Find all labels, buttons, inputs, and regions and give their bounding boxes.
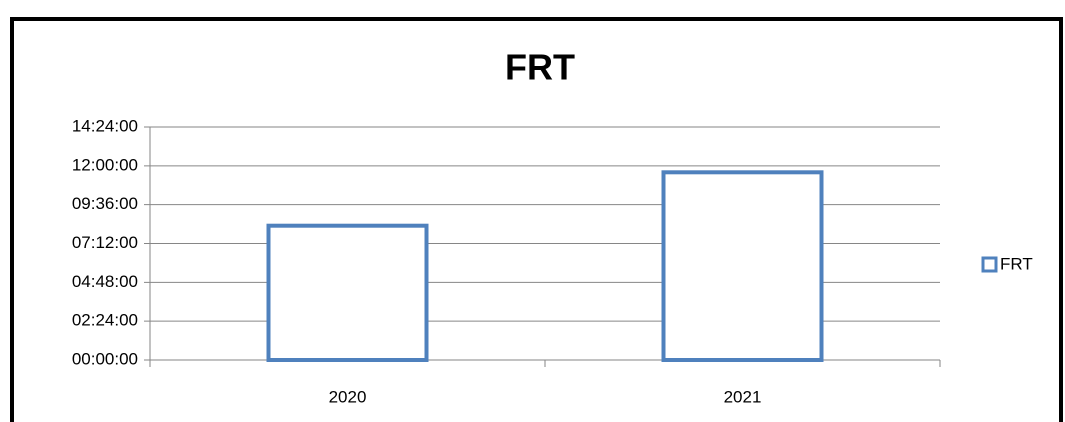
y-tick-label: 14:24:00 — [72, 116, 138, 135]
y-tick-label: 02:24:00 — [72, 311, 138, 330]
y-tick-label: 09:36:00 — [72, 194, 138, 213]
legend-marker — [981, 256, 998, 273]
chart-title: FRT — [505, 47, 575, 88]
y-tick-label: 07:12:00 — [72, 233, 138, 252]
x-tick-label: 2020 — [329, 387, 367, 406]
y-tick-label: 12:00:00 — [72, 155, 138, 174]
x-tick-label: 2021 — [724, 387, 762, 406]
legend-label: FRT — [1000, 254, 1033, 273]
y-tick-label: 04:48:00 — [72, 272, 138, 291]
chart-frame — [10, 17, 1063, 422]
bar — [266, 223, 429, 362]
bar — [661, 170, 824, 362]
y-tick-label: 00:00:00 — [72, 349, 138, 368]
